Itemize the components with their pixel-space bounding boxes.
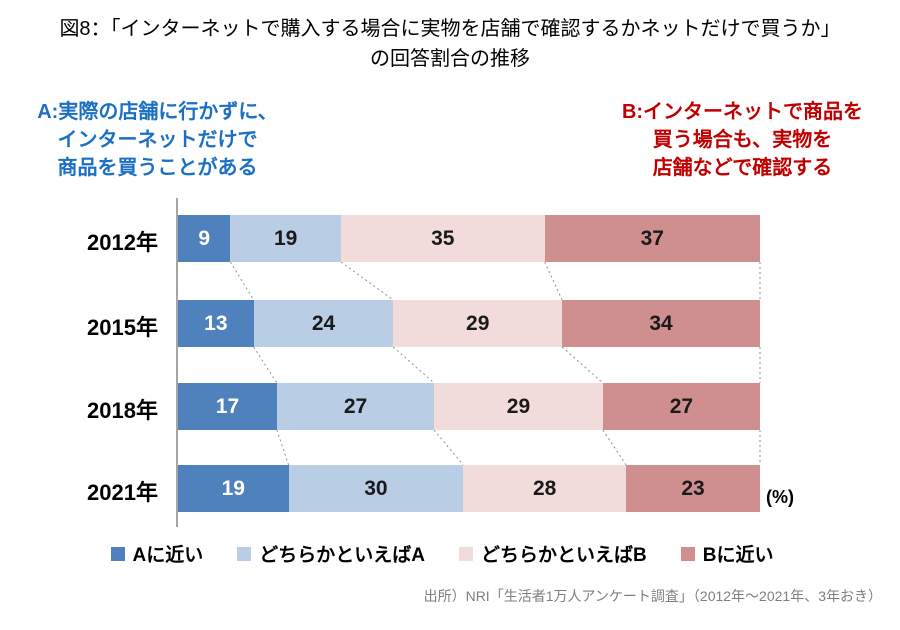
y-axis-line	[176, 198, 178, 527]
chart-title-line2: の回答割合の推移	[370, 48, 530, 70]
year-label: 2018年	[87, 397, 158, 423]
bar-segment: 28	[463, 465, 627, 512]
chart-title-line1: 図8：「インターネットで購入する場合に実物を店舗で確認するかネットだけで買うか」	[59, 18, 841, 40]
legend-swatch	[110, 546, 125, 561]
legend-label: どちらかといえばA	[259, 545, 425, 566]
segment-value: 29	[466, 311, 490, 335]
legend-label: Bに近い	[702, 545, 774, 566]
bar-segment: 29	[434, 383, 603, 430]
legend-label: Aに近い	[132, 545, 204, 566]
chart-legend: Aに近い どちらかといえばA どちらかといえばB Bに近い	[0, 540, 884, 567]
segment-value: 23	[681, 476, 705, 500]
bar-row: 13 24 29 34	[178, 300, 760, 347]
connector-line	[392, 346, 435, 384]
bar-row: 17 27 29 27	[178, 383, 760, 430]
connector-line	[276, 429, 290, 466]
bar-segment: 19	[230, 215, 341, 262]
bar-segment: 27	[276, 383, 435, 430]
source-note: 出所）NRI「生活者1万人アンケート調査」（2012年～2021年、3年おき）	[423, 588, 882, 604]
legend-swatch	[680, 546, 695, 561]
bar-segment: 37	[544, 215, 760, 262]
legend-item: Bに近い	[680, 540, 774, 567]
annotation-option-a: A:実際の店舗に行かずに、 インターネットだけで 商品を買うことがある	[37, 101, 278, 179]
segment-value: 28	[532, 476, 557, 500]
stacked-bar-chart: 2012年 9 19 35 37 2015年 13 24 29 34 2018年 17 27 29 27 20…	[87, 198, 761, 527]
segment-value: 17	[215, 394, 240, 418]
bar-segment: 27	[602, 383, 760, 430]
segment-value: 13	[204, 311, 228, 335]
legend-item: Aに近い	[110, 540, 204, 567]
connector-line	[253, 346, 278, 384]
segment-value: 35	[431, 226, 455, 250]
bar-segment: 23	[626, 465, 760, 512]
bar-segment: 13	[178, 300, 254, 347]
segment-value: 19	[221, 476, 245, 500]
segment-value: 27	[343, 394, 368, 418]
year-label: 2021年	[87, 479, 158, 505]
legend-item: どちらかといえばA	[237, 540, 425, 567]
connector-line	[229, 261, 255, 301]
percent-unit-label: (%)	[766, 487, 794, 507]
connector-line	[544, 261, 563, 301]
segment-value: 34	[649, 311, 673, 335]
connector-line	[602, 429, 627, 466]
connector-line	[433, 429, 464, 466]
bar-segment: 34	[562, 300, 760, 347]
legend-swatch	[237, 546, 252, 561]
legend-label: どちらかといえばB	[481, 545, 647, 566]
bar-segment: 17	[178, 383, 277, 430]
annotation-option-b: B:インターネットで商品を 買う場合も、実物を 店舗などで確認する	[621, 101, 864, 179]
bar-segment: 24	[253, 300, 394, 347]
connector-lines	[229, 261, 761, 466]
year-label: 2015年	[87, 314, 158, 340]
bar-segment: 9	[178, 215, 231, 262]
bar-segment: 29	[393, 300, 563, 347]
year-label: 2012年	[87, 229, 158, 255]
segment-value: 19	[273, 226, 298, 250]
legend-item: どちらかといえばB	[459, 540, 647, 567]
connector-line	[561, 346, 604, 384]
bar-segment: 30	[288, 465, 464, 512]
connector-line	[340, 261, 394, 301]
segment-value: 24	[311, 311, 336, 335]
bar-row: 19 30 28 23	[178, 465, 760, 512]
segment-value: 27	[669, 394, 694, 418]
segment-value: 29	[506, 394, 531, 418]
segment-value: 37	[640, 226, 664, 250]
segment-value: 9	[198, 226, 211, 250]
segment-value: 30	[364, 476, 388, 500]
chart-title: 図8：「インターネットで購入する場合に実物を店舗で確認するかネットだけで買うか」…	[0, 14, 900, 74]
bar-segment: 35	[340, 215, 545, 262]
bar-row: 9 19 35 37	[178, 215, 760, 262]
bar-segment: 19	[178, 465, 289, 512]
legend-swatch	[459, 546, 473, 561]
